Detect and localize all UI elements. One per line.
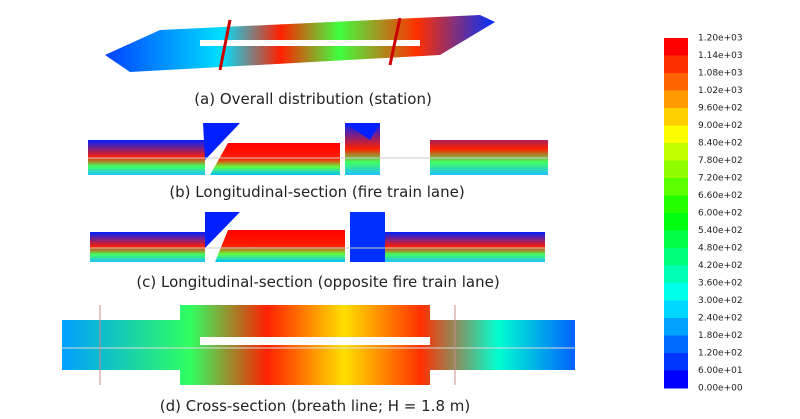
color-band: [664, 335, 688, 354]
colorbar-label: 0.00e+00: [698, 384, 743, 394]
colorbar-label: 1.20e+02: [698, 349, 743, 359]
colorbar-label: 4.20e+02: [698, 261, 743, 271]
colorbar-label: 6.00e+01: [698, 366, 743, 376]
panel-b: [88, 123, 548, 175]
colorbar-label: 1.14e+03: [698, 51, 743, 61]
colorbar-label: 8.40e+02: [698, 139, 743, 149]
color-band: [664, 178, 688, 196]
colorbar-label: 3.00e+02: [698, 296, 743, 306]
caption: (d) Cross-section (breath line; H = 1.8 …: [160, 397, 470, 415]
color-band: [664, 353, 688, 371]
color-band: [664, 73, 688, 91]
color-band: [664, 300, 688, 319]
color-band: [664, 318, 688, 336]
colorbar-label: 3.60e+02: [698, 279, 743, 289]
color-band: [664, 230, 688, 249]
color-band: [664, 265, 688, 284]
color-band: [664, 248, 688, 266]
color-band: [664, 90, 688, 109]
color-band: [664, 283, 688, 301]
color-band: [664, 38, 688, 56]
panel-d: [62, 305, 575, 385]
colorbar-label: 1.20e+03: [698, 34, 743, 44]
colorbar-label: 1.02e+03: [698, 86, 743, 96]
caption: (c) Longitudinal-section (opposite fire …: [136, 273, 499, 291]
color-band: [664, 55, 688, 74]
colorbar: 1.20e+03 1.14e+03 1.08e+03 1.02e+03 9.60e+02…: [664, 34, 743, 394]
color-band: [664, 195, 688, 214]
colorbar-label: 7.20e+02: [698, 174, 743, 184]
colorbar-label: 6.00e+02: [698, 209, 743, 219]
colorbar-label: 7.80e+02: [698, 156, 743, 166]
color-band: [664, 108, 688, 126]
colorbar-label: 6.60e+02: [698, 191, 743, 201]
colorbar-label: 1.08e+03: [698, 69, 743, 79]
color-band: [664, 370, 688, 389]
color-band: [664, 213, 688, 231]
colorbar-label: 2.40e+02: [698, 314, 743, 324]
colorbar-label: 9.60e+02: [698, 104, 743, 114]
color-band: [664, 160, 688, 179]
colorbar-label: 5.40e+02: [698, 226, 743, 236]
caption: (a) Overall distribution (station): [194, 90, 432, 108]
panel-c: [90, 212, 545, 262]
colorbar-label: 9.00e+02: [698, 121, 743, 131]
caption: (b) Longitudinal-section (fire train lan…: [169, 183, 464, 201]
colorbar-label: 4.80e+02: [698, 244, 743, 254]
color-band: [664, 125, 688, 144]
color-band: [664, 143, 688, 161]
colorbar-label: 1.80e+02: [698, 331, 743, 341]
panel-a: [105, 15, 495, 72]
